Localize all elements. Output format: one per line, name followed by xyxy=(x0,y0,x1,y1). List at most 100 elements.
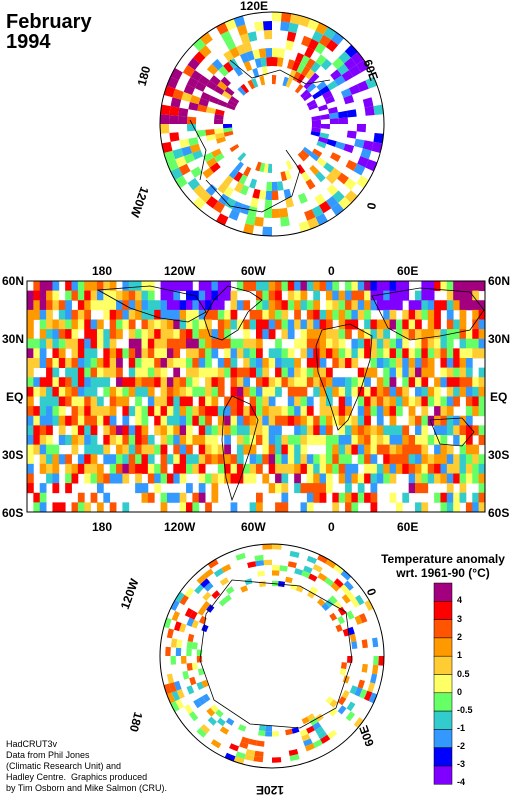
lat-right-label: 60S xyxy=(488,506,510,520)
grid-cell xyxy=(472,338,480,349)
grid-cell xyxy=(205,406,212,417)
grid-cell xyxy=(306,281,314,292)
grid-cell xyxy=(415,396,422,407)
polar-cell xyxy=(220,76,231,87)
polar-cell xyxy=(179,594,189,606)
grid-cell xyxy=(211,435,219,446)
polar-cell xyxy=(178,115,188,124)
grid-cell xyxy=(249,338,257,349)
grid-cell xyxy=(58,386,66,397)
grid-cell xyxy=(173,377,181,388)
grid-cell xyxy=(478,338,485,349)
grid-cell xyxy=(224,473,231,484)
coastline xyxy=(315,323,373,431)
polar-cell xyxy=(192,196,206,210)
polar-cell xyxy=(272,75,277,85)
grid-cell xyxy=(198,415,206,426)
grid-cell xyxy=(415,473,422,484)
polar-cell xyxy=(257,570,265,577)
grid-cell xyxy=(84,463,92,474)
grid-cell xyxy=(478,348,485,359)
grid-cell xyxy=(90,329,98,340)
grid-cell xyxy=(446,473,454,484)
grid-cell xyxy=(27,377,34,388)
grid-cell xyxy=(96,406,104,417)
polar-cell xyxy=(328,106,338,114)
polar-cell xyxy=(236,44,246,56)
polar-cell xyxy=(235,751,246,760)
grid-cell xyxy=(179,309,187,320)
polar-cell xyxy=(255,560,265,567)
grid-cell xyxy=(116,309,123,320)
grid-cell xyxy=(173,454,181,465)
grid-cell xyxy=(128,435,136,446)
grid-cell xyxy=(472,492,480,503)
polar-cell xyxy=(194,584,204,595)
grid-cell xyxy=(300,377,308,388)
grid-cell xyxy=(77,415,85,426)
grid-cell xyxy=(135,309,142,320)
grid-cell xyxy=(122,502,130,512)
grid-cell xyxy=(46,425,53,436)
grid-cell xyxy=(294,386,301,397)
grid-cell xyxy=(408,348,416,359)
grid-cell xyxy=(351,492,359,503)
grid-cell xyxy=(27,290,34,301)
grid-cell xyxy=(52,415,60,426)
grid-cell xyxy=(281,281,289,292)
grid-cell xyxy=(415,348,422,359)
grid-cell xyxy=(243,386,251,397)
grid-cell xyxy=(65,386,72,397)
grid-cell xyxy=(465,290,473,301)
grid-cell xyxy=(421,483,429,494)
grid-cell xyxy=(166,454,174,465)
grid-cell xyxy=(230,396,238,407)
grid-cell xyxy=(46,396,53,407)
polar-cell xyxy=(181,91,193,102)
grid-cell xyxy=(109,300,117,311)
grid-cell xyxy=(338,290,346,301)
grid-cell xyxy=(192,492,200,503)
grid-cell xyxy=(90,300,98,311)
polar-cell xyxy=(272,57,278,67)
grid-cell xyxy=(179,338,187,349)
grid-cell xyxy=(300,415,308,426)
polar-cell xyxy=(175,647,182,656)
grid-cell xyxy=(453,348,460,359)
grid-cell xyxy=(440,473,448,484)
grid-cell xyxy=(52,367,60,378)
grid-cell xyxy=(71,358,79,369)
grid-cell xyxy=(332,435,340,446)
grid-cell xyxy=(268,281,276,292)
grid-cell xyxy=(472,425,480,436)
grid-cell xyxy=(306,309,314,320)
grid-cell xyxy=(434,309,441,320)
polar-cell xyxy=(200,724,211,734)
polar-cell xyxy=(298,192,308,204)
polar-cell xyxy=(312,739,323,748)
grid-cell xyxy=(198,348,206,359)
polar-cell xyxy=(163,683,172,695)
polar-cell xyxy=(297,152,307,162)
grid-cell xyxy=(147,386,155,397)
grid-cell xyxy=(465,377,473,388)
grid-cell xyxy=(236,444,244,455)
polar-cell xyxy=(166,692,176,704)
grid-cell xyxy=(434,406,441,417)
polar-cell xyxy=(192,38,206,52)
grid-cell xyxy=(275,415,282,426)
legend-swatch xyxy=(433,619,453,639)
grid-cell xyxy=(268,415,276,426)
grid-cell xyxy=(192,329,200,340)
grid-cell xyxy=(186,319,193,330)
grid-cell xyxy=(160,358,168,369)
grid-cell xyxy=(319,377,327,388)
polar-cell xyxy=(232,201,243,213)
grid-cell xyxy=(472,377,480,388)
grid-cell xyxy=(103,329,111,340)
grid-cell xyxy=(147,358,155,369)
grid-cell xyxy=(27,300,34,311)
grid-cell xyxy=(364,319,371,330)
grid-cell xyxy=(186,290,193,301)
polar-cell xyxy=(311,115,321,121)
